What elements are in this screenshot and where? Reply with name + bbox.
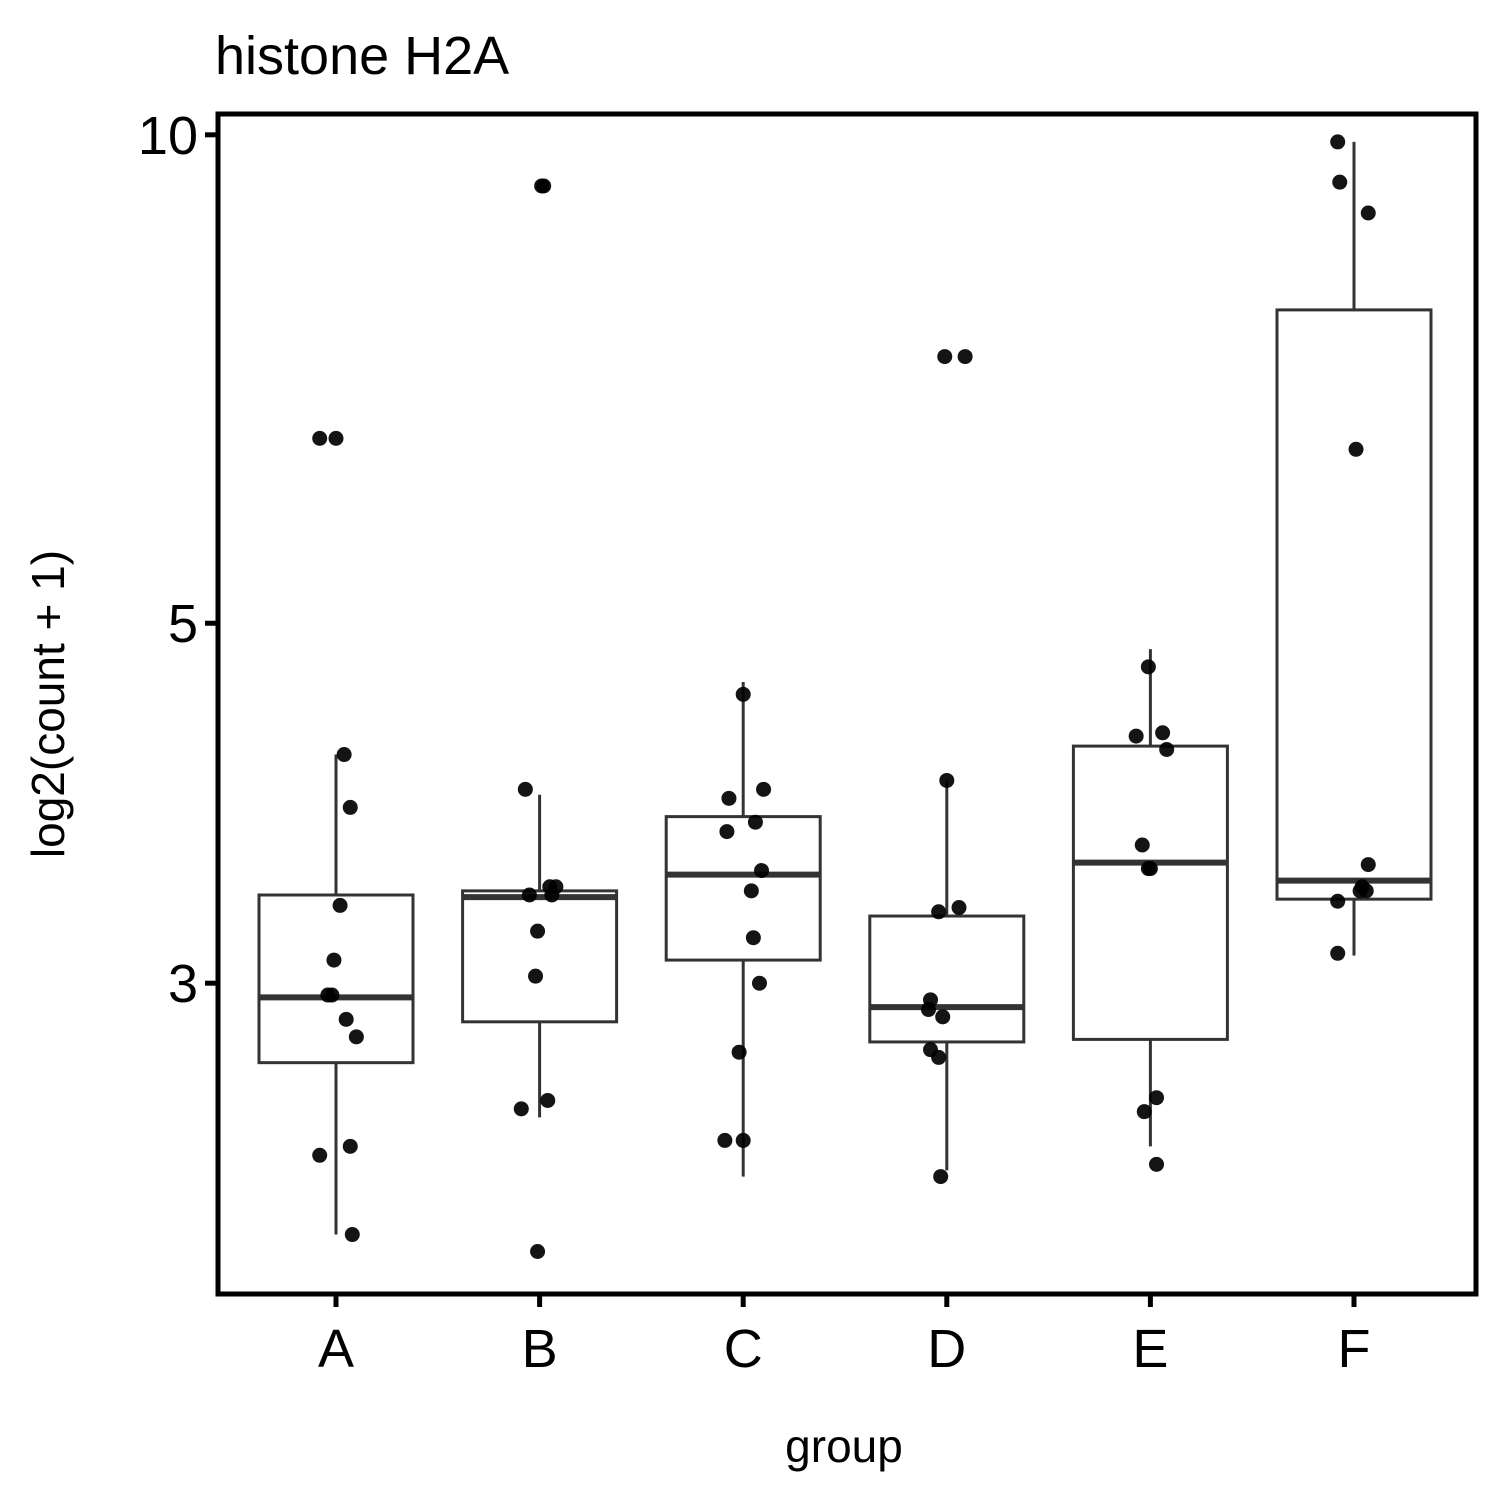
data-point (530, 1243, 546, 1259)
data-point (1330, 893, 1346, 909)
data-point (348, 1029, 364, 1045)
data-point (756, 781, 772, 797)
x-tick-label-b: B (522, 1319, 558, 1379)
data-point (754, 863, 770, 879)
data-point (931, 1049, 947, 1065)
data-point (937, 349, 953, 365)
data-point (521, 887, 537, 903)
plot-panel-border (215, 111, 1479, 1297)
data-point (536, 178, 552, 194)
data-point (1155, 725, 1171, 741)
x-tick-label-f: F (1338, 1319, 1371, 1379)
x-tick-label-d: D (927, 1319, 966, 1379)
data-point (751, 975, 767, 991)
data-point (530, 923, 546, 939)
box-group-b (461, 794, 619, 1118)
data-point (721, 790, 737, 806)
data-point (931, 904, 947, 920)
data-point (1149, 1090, 1165, 1106)
y-tick-label: 5 (168, 594, 198, 654)
x-axis-title: group (785, 1420, 903, 1472)
data-point (1136, 1104, 1152, 1120)
data-point (342, 1138, 358, 1154)
box (257, 893, 415, 1065)
data-point (342, 799, 358, 815)
data-point (326, 952, 342, 968)
data-point (312, 1147, 328, 1163)
data-point (745, 930, 761, 946)
x-tick-label-c: C (724, 1319, 763, 1379)
box-group-d (868, 780, 1026, 1171)
data-point (1142, 861, 1158, 877)
data-point (731, 1044, 747, 1060)
x-tick-label-e: E (1132, 1319, 1168, 1379)
y-axis: 3 5 10 (138, 106, 218, 1014)
data-point (528, 968, 544, 984)
chart-title: histone H2A (215, 26, 509, 86)
data-point (544, 887, 560, 903)
y-axis-title: log2(count + 1) (22, 550, 74, 858)
x-axis: A B C D E F (318, 1294, 1371, 1379)
data-point (1159, 741, 1175, 757)
box (1071, 744, 1229, 1041)
data-point (957, 349, 973, 365)
x-tick-label-a: A (318, 1319, 354, 1379)
y-tick-label: 3 (168, 954, 198, 1014)
data-point (1149, 1156, 1165, 1172)
data-point (324, 987, 340, 1003)
y-tick-label: 10 (138, 106, 198, 166)
data-point (517, 781, 533, 797)
box-group-e (1071, 649, 1229, 1147)
plot-content (257, 134, 1433, 1259)
data-point (540, 1092, 556, 1108)
data-point (1134, 837, 1150, 853)
data-point (939, 772, 955, 788)
data-point (920, 1002, 936, 1018)
data-point (513, 1101, 529, 1117)
box-group-f (1275, 141, 1433, 956)
box (664, 815, 822, 962)
data-point (735, 1132, 751, 1148)
data-point (1140, 659, 1156, 675)
data-point (1348, 441, 1364, 457)
box-group-c (664, 681, 822, 1177)
data-point (1360, 857, 1376, 873)
data-point (935, 1009, 951, 1025)
data-point (951, 900, 967, 916)
data-point (1330, 134, 1346, 150)
box (1275, 308, 1433, 901)
data-point (747, 814, 763, 830)
data-point (332, 897, 348, 913)
box (461, 889, 619, 1024)
data-point (1330, 945, 1346, 961)
data-point (344, 1227, 360, 1243)
data-point (1128, 728, 1144, 744)
data-point (735, 686, 751, 702)
data-points (312, 134, 1376, 1259)
data-point (719, 824, 735, 840)
data-point (328, 430, 344, 446)
data-point (1352, 883, 1368, 899)
data-point (312, 430, 328, 446)
data-point (717, 1132, 733, 1148)
data-point (1332, 174, 1348, 190)
data-point (933, 1169, 949, 1185)
data-point (336, 747, 352, 763)
box-group-a (257, 754, 415, 1235)
data-point (1360, 205, 1376, 221)
data-point (338, 1011, 354, 1027)
data-point (743, 883, 759, 899)
